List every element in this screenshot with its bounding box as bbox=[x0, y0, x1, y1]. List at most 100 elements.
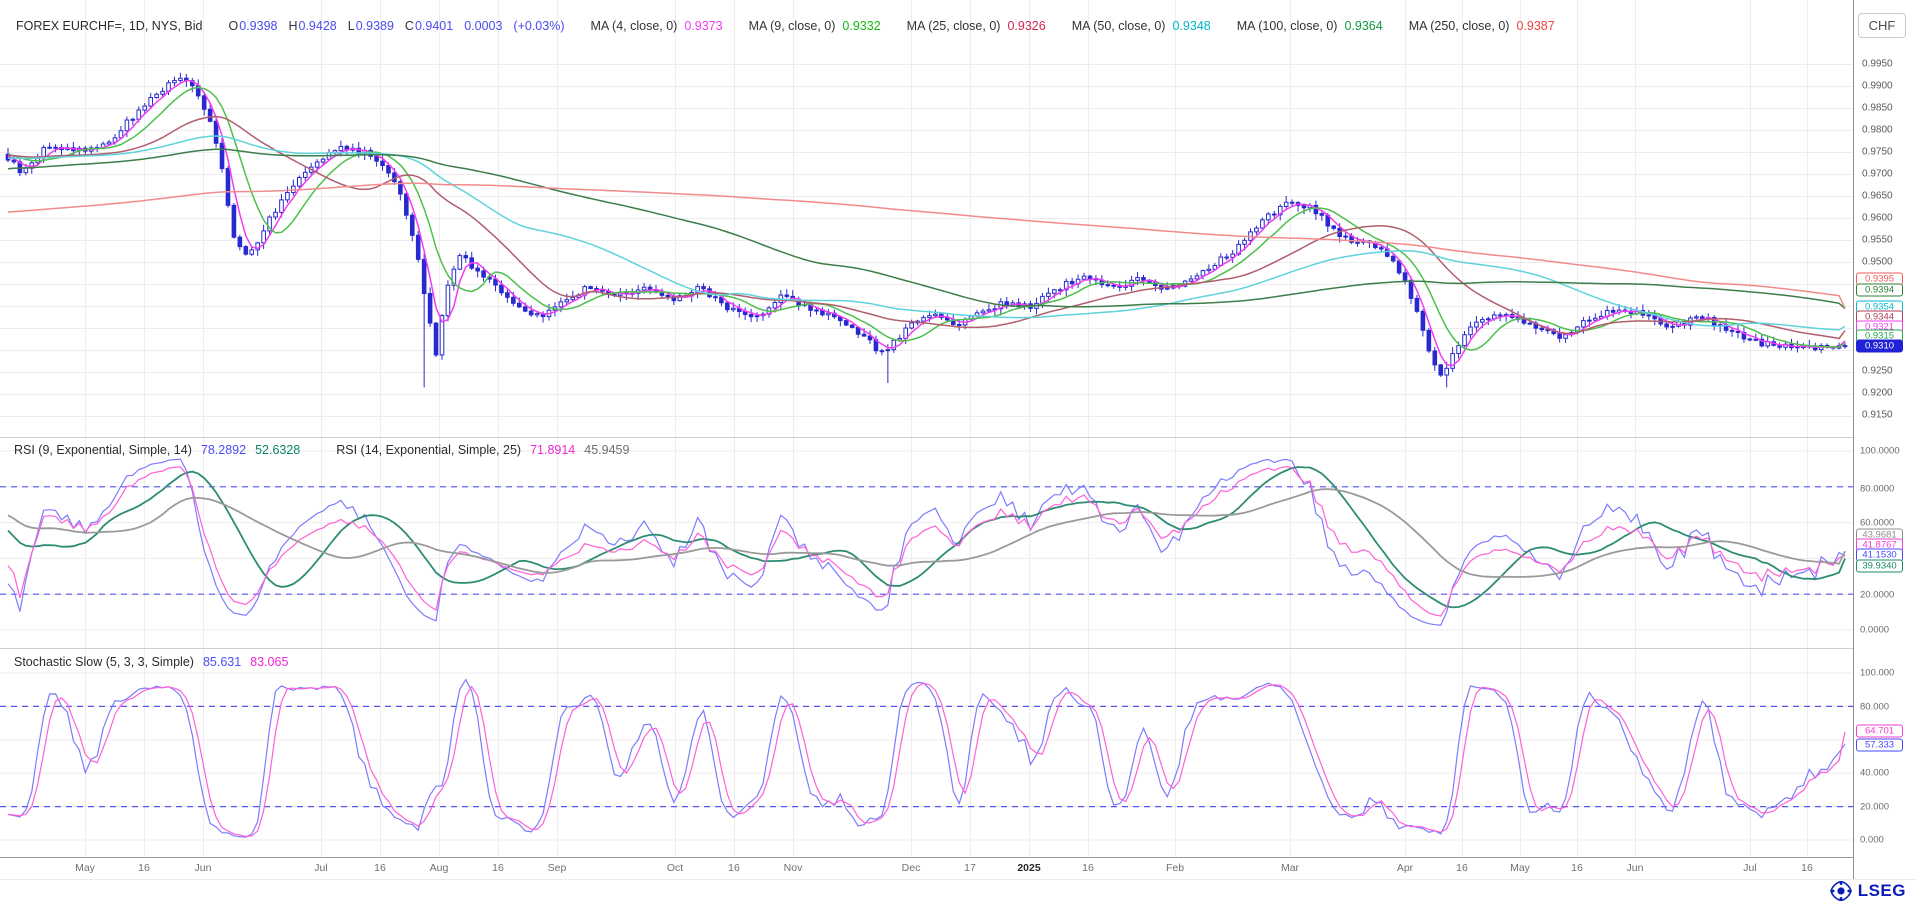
ohlc-label: L bbox=[347, 19, 355, 33]
ohlc-item: H 0.9428 bbox=[288, 19, 336, 33]
change-value: 0.0003 bbox=[464, 19, 503, 33]
ma-line-9 bbox=[7, 86, 1846, 351]
x-axis-label: 16 bbox=[1456, 862, 1468, 874]
ma-legend-item: MA (9, close, 0) 0.9332 bbox=[749, 19, 881, 33]
instrument-title: FOREX EURCHF=, 1D, NYS, Bid bbox=[16, 19, 203, 33]
stochastic-panel-header: Stochastic Slow (5, 3, 3, Simple) 85.631… bbox=[14, 655, 288, 669]
ma-legend-label: MA (250, close, 0) bbox=[1408, 19, 1510, 33]
panel-separators bbox=[0, 437, 1853, 858]
x-axis-label: Jun bbox=[1626, 862, 1644, 874]
price-axis-label: 0.9850 bbox=[1862, 102, 1893, 114]
ma-legend-value: 0.9348 bbox=[1172, 19, 1211, 33]
x-axis-label: Feb bbox=[1165, 862, 1185, 874]
rsi-value-1: 78.2892 bbox=[200, 443, 247, 457]
rsi-value-4: 45.9459 bbox=[584, 443, 630, 457]
x-axis-label: Jun bbox=[194, 862, 212, 874]
ma-line-25 bbox=[7, 115, 1846, 340]
rsi-title-2: RSI (14, Exponential, Simple, 25) bbox=[336, 443, 522, 457]
ohlc-value: 0.9389 bbox=[355, 19, 394, 33]
rsi-ma-line-14 bbox=[7, 488, 1846, 578]
stoch-d-line bbox=[7, 682, 1846, 838]
ma-line-250 bbox=[7, 182, 1846, 309]
chart-legend-bar: FOREX EURCHF=, 1D, NYS, Bid O 0.9398 H 0.94… bbox=[16, 18, 1555, 34]
price-axis-label: 0.9500 bbox=[1862, 256, 1893, 268]
price-axis-label: 0.9250 bbox=[1862, 365, 1893, 377]
rsi-axis-label: 0.0000 bbox=[1860, 624, 1890, 636]
stoch-k-line bbox=[7, 678, 1846, 838]
ma-legend-item: MA (4, close, 0) 0.9373 bbox=[591, 19, 723, 33]
price-axis-label: 0.9800 bbox=[1862, 124, 1893, 136]
stoch-axis-label: 40.000 bbox=[1860, 767, 1890, 779]
ma-legend-value: 0.9332 bbox=[842, 19, 881, 33]
ohlc-value: 0.9401 bbox=[414, 19, 454, 33]
x-axis-label: Sep bbox=[547, 862, 567, 874]
stoch-badge: 64.701 bbox=[1856, 724, 1903, 738]
change-percent: (+0.03%) bbox=[513, 19, 565, 33]
stoch-badge: 57.333 bbox=[1856, 738, 1903, 752]
x-axis-label: 16 bbox=[138, 862, 150, 874]
rsi-axis-label: 100.0000 bbox=[1860, 445, 1900, 457]
ma-legend-item: MA (50, close, 0) 0.9348 bbox=[1072, 19, 1211, 33]
price-axis-label: 0.9150 bbox=[1862, 409, 1893, 421]
rsi-axis-label: 80.0000 bbox=[1860, 483, 1895, 495]
rsi-line-14 bbox=[7, 465, 1846, 617]
x-axis-label: Jul bbox=[314, 862, 328, 874]
currency-button[interactable]: CHF bbox=[1858, 13, 1906, 38]
ohlc-label: H bbox=[288, 19, 298, 33]
x-axis-label: 16 bbox=[492, 862, 504, 874]
price-axis-label: 0.9750 bbox=[1862, 146, 1893, 158]
lseg-logo: LSEG bbox=[1829, 881, 1906, 901]
ohlc-value: 0.9398 bbox=[239, 19, 278, 33]
stoch-axis-label: 80.000 bbox=[1860, 701, 1890, 713]
ohlc-values: O 0.9398 H 0.9428 L 0.9389 C 0.9401 0.0003 (+0.03… bbox=[229, 19, 565, 33]
x-axis-label: Dec bbox=[901, 862, 921, 874]
ma-line-100 bbox=[7, 148, 1846, 310]
price-axis-border bbox=[1853, 0, 1854, 879]
ohlc-item: L 0.9389 bbox=[348, 19, 394, 33]
chart-canvas[interactable] bbox=[0, 0, 1853, 858]
x-axis-label: Mar bbox=[1280, 862, 1300, 874]
stoch-axis-label: 100.000 bbox=[1860, 667, 1895, 679]
ma-legend-value: 0.9373 bbox=[684, 19, 723, 33]
price-axis-label: 0.9600 bbox=[1862, 212, 1893, 224]
ma-legend-label: MA (25, close, 0) bbox=[906, 19, 1001, 33]
rsi-panel-header: RSI (9, Exponential, Simple, 14) 78.2892… bbox=[14, 443, 629, 457]
lseg-wordmark: LSEG bbox=[1857, 881, 1906, 900]
rsi-line-9 bbox=[7, 458, 1846, 626]
rsi-value-2: 52.6328 bbox=[255, 443, 301, 457]
ma-legend-value: 0.9326 bbox=[1007, 19, 1046, 33]
x-axis-label: 16 bbox=[728, 862, 740, 874]
price-badge: 0.9394 bbox=[1856, 283, 1903, 297]
ma-legend-value: 0.9387 bbox=[1516, 19, 1555, 33]
threshold-lines bbox=[0, 486, 1853, 808]
ma-legend-item: MA (25, close, 0) 0.9326 bbox=[907, 19, 1046, 33]
x-axis-label: Apr bbox=[1396, 862, 1414, 874]
stoch-axis-label: 0.000 bbox=[1860, 834, 1884, 846]
ohlc-value: 0.9428 bbox=[298, 19, 337, 33]
ma-line-50 bbox=[8, 135, 1846, 331]
price-axis-label: 0.9200 bbox=[1862, 387, 1893, 399]
x-axis-label: Nov bbox=[783, 862, 803, 874]
rsi-badge: 41.1530 bbox=[1856, 548, 1903, 562]
ohlc-label: O bbox=[228, 19, 239, 33]
x-axis-label: May bbox=[75, 862, 95, 874]
ma-legend-label: MA (100, close, 0) bbox=[1236, 19, 1338, 33]
ma-legend-item: MA (250, close, 0) 0.9387 bbox=[1409, 19, 1555, 33]
price-axis-label: 0.9900 bbox=[1862, 80, 1893, 92]
price-axis-label: 0.9550 bbox=[1862, 234, 1893, 246]
price-badge: 0.9310 bbox=[1856, 339, 1903, 353]
x-axis-label: 16 bbox=[374, 862, 386, 874]
rsi-title-1: RSI (9, Exponential, Simple, 14) bbox=[14, 443, 192, 457]
x-axis-label: 17 bbox=[964, 862, 976, 874]
price-axis-label: 0.9650 bbox=[1862, 190, 1893, 202]
ma-legend-label: MA (4, close, 0) bbox=[590, 19, 678, 33]
grid-lines bbox=[0, 0, 1853, 858]
ohlc-label: C bbox=[404, 19, 414, 33]
ohlc-item: C 0.9401 bbox=[405, 19, 453, 33]
stochastic-title: Stochastic Slow (5, 3, 3, Simple) bbox=[14, 655, 194, 669]
rsi-value-3: 71.8914 bbox=[530, 443, 576, 457]
x-axis-label: 2025 bbox=[1017, 862, 1041, 874]
x-axis-label: Oct bbox=[666, 862, 684, 874]
rsi-axis-label: 60.0000 bbox=[1860, 517, 1895, 529]
